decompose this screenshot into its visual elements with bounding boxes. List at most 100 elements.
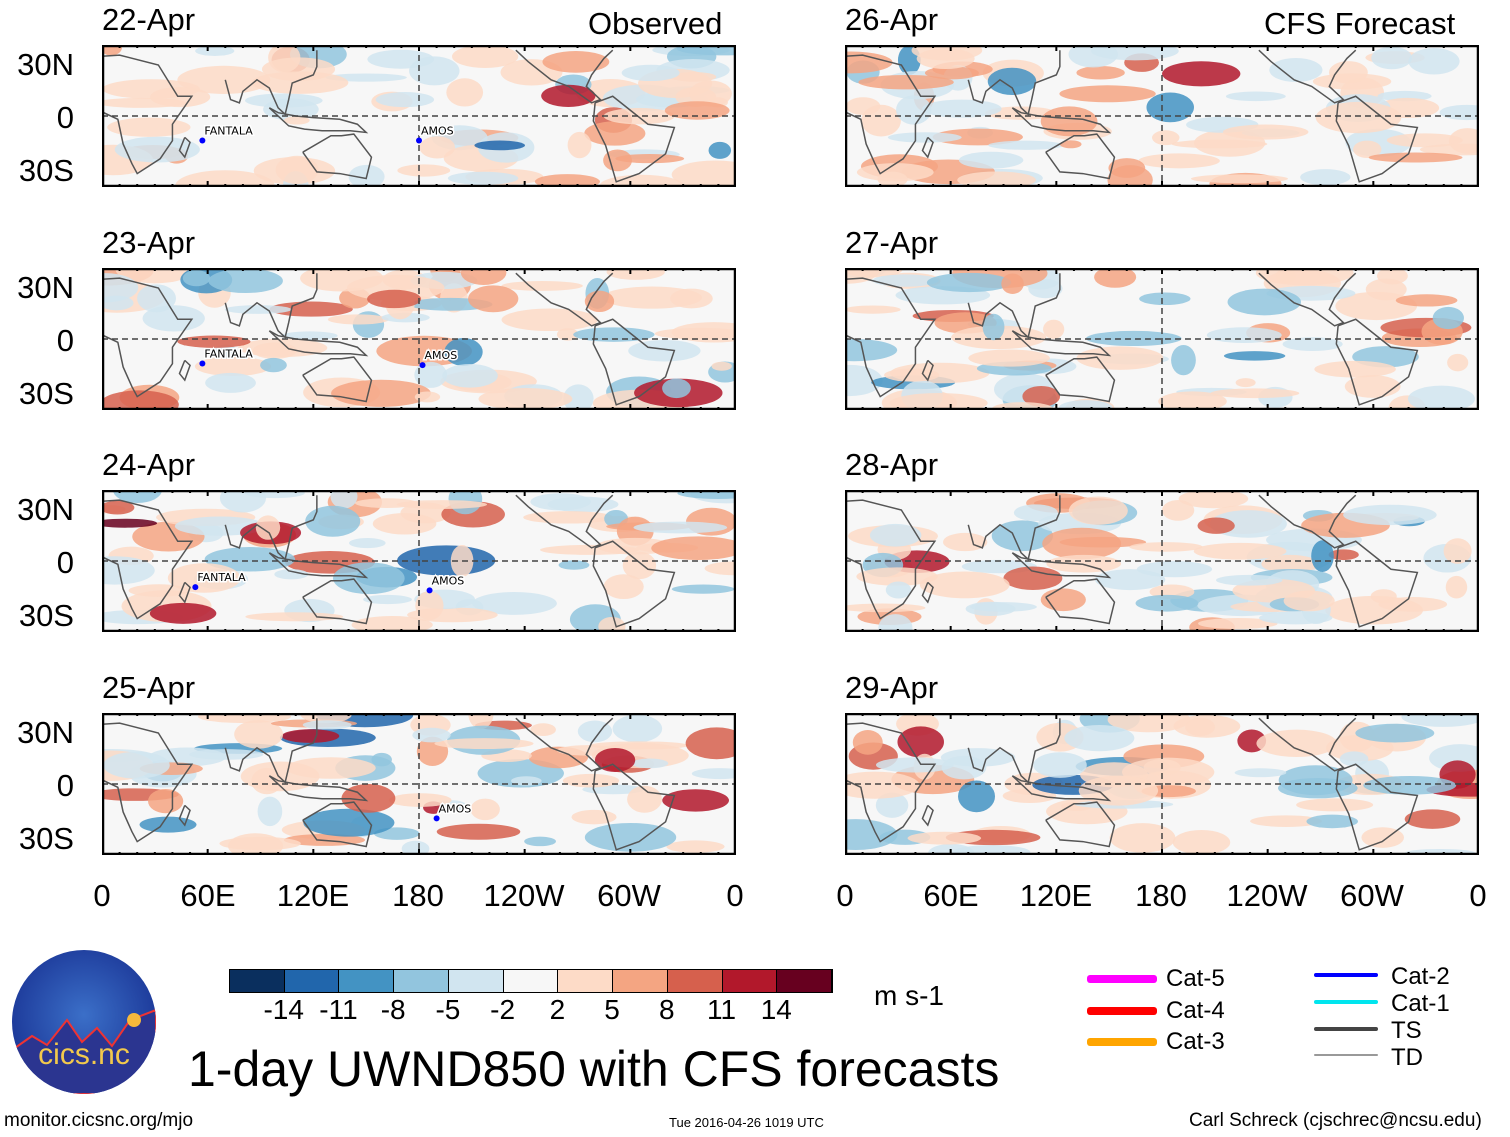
anomaly-map-25-Apr: AMOS xyxy=(102,713,736,855)
anomaly-contour xyxy=(628,339,701,362)
anomaly-contour xyxy=(1282,337,1343,352)
coastline xyxy=(967,718,1061,784)
anomaly-contour xyxy=(606,268,665,280)
colorbar xyxy=(229,969,833,993)
anomaly-contour xyxy=(397,164,451,177)
coastline xyxy=(921,136,934,159)
anomaly-contour xyxy=(1223,351,1286,361)
anomaly-contour xyxy=(1447,353,1469,372)
footer-url[interactable]: monitor.cicsnc.org/mjo xyxy=(4,1110,194,1131)
anomaly-contour xyxy=(474,140,525,151)
panel-date: 25-Apr xyxy=(102,670,196,705)
anomaly-contour xyxy=(1234,768,1287,778)
anomaly-contour xyxy=(1255,268,1354,286)
legend-label: Cat-2 xyxy=(1391,963,1450,990)
legend-line-ts xyxy=(1314,1027,1378,1031)
anomaly-contour xyxy=(1419,143,1479,156)
anomaly-contour xyxy=(501,308,598,332)
anomaly-contour xyxy=(1371,46,1413,70)
anomaly-contour xyxy=(603,574,644,600)
anomaly-contour xyxy=(224,305,292,314)
anomaly-contour xyxy=(958,780,996,813)
lon-label: 0 xyxy=(726,878,744,913)
anomaly-contour xyxy=(1283,590,1335,612)
anomaly-contour xyxy=(113,490,162,503)
anomaly-contour xyxy=(414,361,448,388)
anomaly-contour xyxy=(621,64,680,82)
anomaly-contour xyxy=(219,836,301,851)
anomaly-contour xyxy=(149,602,217,624)
colorbar-swatch xyxy=(448,970,504,992)
lat-label: 30S xyxy=(18,153,74,188)
coastline xyxy=(1258,717,1357,772)
anomaly-contour xyxy=(1344,375,1401,398)
anomaly-contour xyxy=(511,776,542,786)
anomaly-contour xyxy=(1139,292,1191,306)
anomaly-contour xyxy=(919,571,1010,599)
colorbar-tick: -2 xyxy=(490,994,516,1025)
anomaly-contour xyxy=(1198,617,1278,629)
anomaly-contour xyxy=(876,757,954,773)
lat-label: 0 xyxy=(56,545,74,580)
anomaly-contour xyxy=(932,128,1023,146)
storm-marker xyxy=(199,137,206,144)
anomaly-contour xyxy=(558,560,590,570)
anomaly-contour xyxy=(372,513,437,535)
lon-label: 180 xyxy=(392,878,444,913)
anomaly-contour xyxy=(194,356,272,377)
anomaly-contour xyxy=(274,569,309,580)
anomaly-contour xyxy=(245,612,344,622)
anomaly-contour xyxy=(1109,823,1176,853)
lon-label: 120W xyxy=(483,878,565,913)
anomaly-contour xyxy=(875,792,909,818)
anomaly-contour xyxy=(1216,574,1283,586)
anomaly-contour xyxy=(1227,288,1302,316)
anomaly-contour xyxy=(305,505,361,537)
anomaly-contour xyxy=(651,536,736,560)
anomaly-contour xyxy=(1094,268,1137,288)
coastline xyxy=(178,136,191,159)
anomaly-contour xyxy=(1146,92,1194,123)
anomaly-contour xyxy=(195,45,235,56)
coastline xyxy=(1045,356,1116,403)
anomaly-contour xyxy=(260,357,287,373)
panel-date: 28-Apr xyxy=(845,447,939,482)
anomaly-contour xyxy=(1068,496,1128,525)
anomaly-contour xyxy=(852,730,883,755)
anomaly-contour xyxy=(1355,723,1435,743)
colorbar-swatch xyxy=(777,970,833,992)
anomaly-contour xyxy=(1033,752,1087,778)
colorbar-swatch xyxy=(613,970,668,992)
panel-frame xyxy=(845,490,1479,632)
coastline xyxy=(224,495,318,561)
anomaly-contour xyxy=(926,272,1012,293)
storm-label: FANTALA xyxy=(197,571,246,584)
coastline xyxy=(921,359,934,382)
anomaly-contour xyxy=(541,84,596,107)
anomaly-contour xyxy=(1235,378,1256,388)
anomaly-contour xyxy=(281,729,340,743)
lat-label: 30S xyxy=(18,821,74,856)
anomaly-contour xyxy=(1296,798,1374,812)
coastline xyxy=(1258,494,1357,549)
coastline xyxy=(515,272,614,327)
anomaly-contour xyxy=(562,773,620,788)
anomaly-contour xyxy=(175,170,275,187)
anomaly-contour xyxy=(102,390,179,410)
anomaly-contour xyxy=(1076,65,1125,80)
anomaly-contour xyxy=(615,154,685,164)
panel-frame xyxy=(102,45,736,187)
colorbar-swatch xyxy=(230,970,285,992)
anomaly-contour xyxy=(1386,133,1463,148)
coastline xyxy=(845,722,937,843)
anomaly-contour xyxy=(114,136,200,163)
coastline xyxy=(102,277,194,398)
anomaly-contour xyxy=(472,592,557,615)
anomaly-contour xyxy=(603,149,633,172)
logo-text: cics.nc xyxy=(38,1038,130,1071)
anomaly-contour xyxy=(444,337,483,366)
anomaly-contour xyxy=(205,372,256,393)
anomaly-contour xyxy=(1206,327,1282,344)
panel-frame xyxy=(845,268,1479,410)
anomaly-contour xyxy=(1135,594,1199,612)
